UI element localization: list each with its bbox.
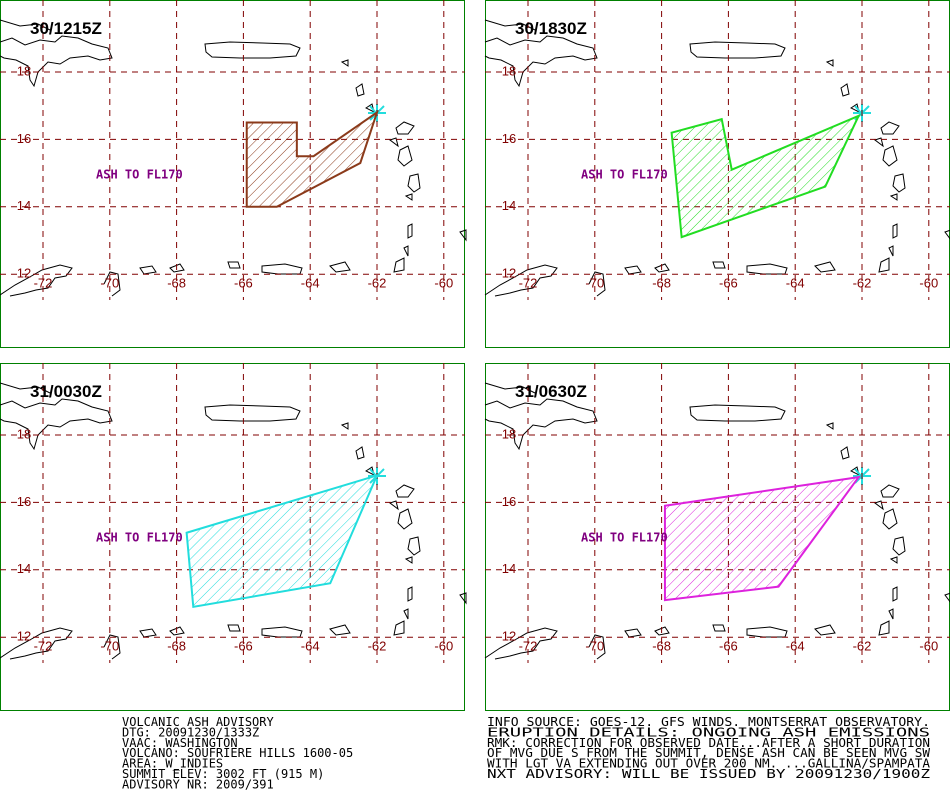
panel-title: 30/1215Z — [30, 19, 102, 38]
lon-label: -72 — [519, 638, 538, 653]
lon-label: -64 — [786, 275, 805, 290]
panel-title: 31/0630Z — [515, 382, 587, 401]
lon-label: -68 — [652, 638, 671, 653]
advisory-line: VAAC: WASHINGTON — [122, 736, 238, 750]
ash-label: ASH TO FL170 — [96, 531, 183, 545]
lon-label: -64 — [301, 638, 320, 653]
lon-label: -64 — [301, 275, 320, 290]
map-panel: -72 -70 -68 -66 -64 -62 -60 18 16 14 12 31/0630Z ASH… — [484, 363, 950, 711]
ash-label: ASH TO FL170 — [581, 531, 668, 545]
advisory-line: ERUPTION DETAILS: ONGOING ASH EMISSIONS — [487, 725, 930, 739]
lon-label: -72 — [34, 638, 53, 653]
map-panel: -72 -70 -68 -66 -64 -62 -60 18 16 14 12 30/1830Z ASH… — [484, 0, 950, 348]
map-panel: -72 -70 -68 -66 -64 -62 -60 18 16 14 12 30/1215Z ASH… — [0, 0, 467, 348]
advisory-line: NXT ADVISORY: WILL BE ISSUED BY 20091230… — [487, 767, 930, 781]
advisory-line: DTG: 20091230/1333Z — [122, 725, 259, 739]
advisory-line: SUMMIT ELEV: 3002 FT (915 M) — [122, 767, 324, 781]
lon-label: -60 — [434, 275, 453, 290]
lon-label: -62 — [853, 275, 872, 290]
lat-label: 14 — [17, 198, 31, 213]
lat-label: 12 — [502, 629, 516, 644]
panel-title: 31/0030Z — [30, 382, 102, 401]
advisory-line: ADVISORY NR: 2009/391 — [122, 777, 274, 791]
lon-label: -66 — [234, 638, 253, 653]
advisory-line: VOLCANO: SOUFRIERE HILLS 1600-05 — [122, 746, 353, 760]
lon-label: -64 — [786, 638, 805, 653]
lon-label: -68 — [167, 275, 186, 290]
map-panel: -72 -70 -68 -66 -64 -62 -60 18 16 14 12 31/0030Z ASH… — [0, 363, 467, 711]
panel-title: 30/1830Z — [515, 19, 587, 38]
lon-label: -70 — [585, 275, 604, 290]
advisory-line: INFO SOURCE: GOES-12. GFS WINDS. MONTSER… — [487, 715, 930, 729]
lat-label: 18 — [502, 426, 516, 441]
lat-label: 12 — [17, 266, 31, 281]
advisory-line: OF MVG DUE S FROM THE SUMMIT, DENSE ASH … — [487, 746, 931, 760]
lat-label: 14 — [502, 198, 516, 213]
lon-label: -60 — [919, 275, 938, 290]
lon-label: -66 — [719, 275, 738, 290]
ash-cloud — [185, 473, 379, 609]
advisory-line: WITH LGT VA EXTENDING OUT OVER 200 NM. .… — [487, 757, 931, 771]
lon-label: -62 — [368, 275, 387, 290]
lon-label: -70 — [100, 638, 119, 653]
ash-cloud — [670, 113, 861, 239]
lat-label: 16 — [502, 131, 516, 146]
advisory-line: AREA: W_INDIES — [122, 757, 223, 771]
lat-label: 14 — [17, 561, 31, 576]
advisory-line: RMK: CORRECTION FOR OBSERVED DATE...AFTE… — [487, 736, 930, 750]
lon-label: -68 — [652, 275, 671, 290]
lat-label: 16 — [17, 494, 31, 509]
advisory-line: VOLCANIC ASH ADVISORY — [122, 715, 274, 729]
lon-label: -60 — [919, 638, 938, 653]
lat-label: 18 — [502, 63, 516, 78]
lat-label: 18 — [17, 426, 31, 441]
lat-label: 12 — [17, 629, 31, 644]
lat-label: 16 — [502, 494, 516, 509]
lon-label: -66 — [719, 638, 738, 653]
lon-label: -66 — [234, 275, 253, 290]
lat-label: 18 — [17, 63, 31, 78]
ash-label: ASH TO FL170 — [96, 168, 183, 182]
lat-label: 16 — [17, 131, 31, 146]
lon-label: -68 — [167, 638, 186, 653]
lon-label: -70 — [100, 275, 119, 290]
lat-label: 14 — [502, 561, 516, 576]
lat-label: 12 — [502, 266, 516, 281]
lon-label: -62 — [368, 638, 387, 653]
lon-label: -72 — [34, 275, 53, 290]
ash-cloud — [245, 109, 379, 208]
ash-label: ASH TO FL170 — [581, 168, 668, 182]
lon-label: -72 — [519, 275, 538, 290]
panel-frame — [0, 0, 465, 348]
lon-label: -70 — [585, 638, 604, 653]
lon-label: -62 — [853, 638, 872, 653]
ash-cloud — [663, 475, 861, 602]
lon-label: -60 — [434, 638, 453, 653]
